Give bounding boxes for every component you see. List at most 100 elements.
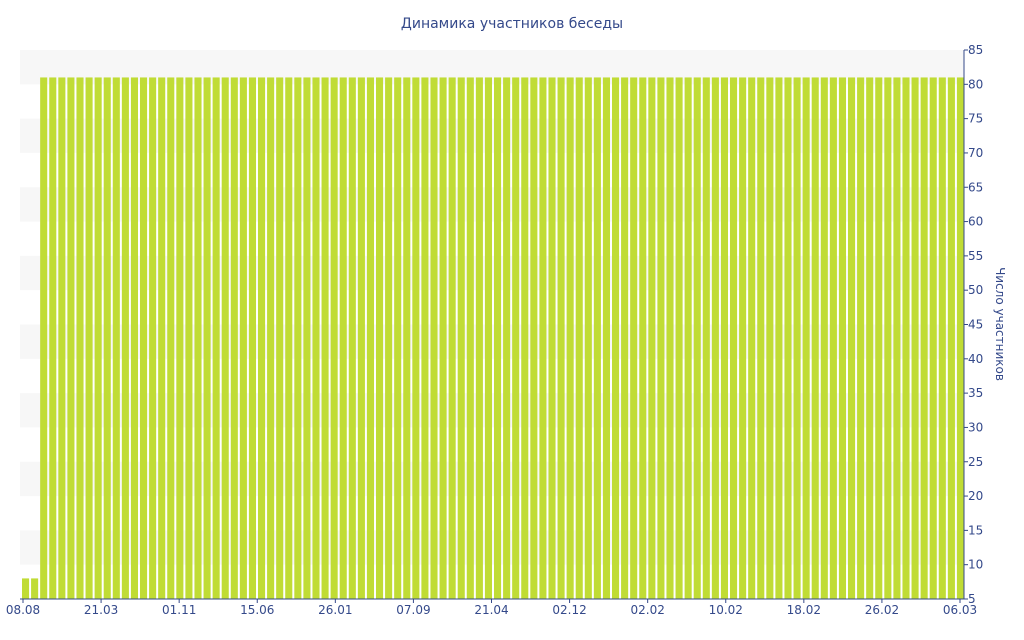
bar bbox=[103, 77, 111, 599]
y-tick-label: 80 bbox=[968, 77, 983, 91]
bar bbox=[448, 77, 456, 599]
bar bbox=[566, 77, 574, 599]
y-tick-label: 65 bbox=[968, 180, 983, 194]
bars-group bbox=[22, 77, 964, 599]
bar bbox=[711, 77, 719, 599]
x-tick-label: 26.02 bbox=[865, 603, 899, 617]
bar bbox=[40, 77, 48, 599]
bar bbox=[521, 77, 529, 599]
bar bbox=[875, 77, 883, 599]
bar bbox=[893, 77, 901, 599]
bar bbox=[76, 77, 84, 599]
bar bbox=[121, 77, 129, 599]
bar bbox=[357, 77, 365, 599]
bar bbox=[221, 77, 229, 599]
bar bbox=[484, 77, 492, 599]
y-tick-label: 25 bbox=[968, 455, 983, 469]
bar bbox=[811, 77, 819, 599]
bar bbox=[548, 77, 556, 599]
bar bbox=[475, 77, 483, 599]
bar bbox=[730, 77, 738, 599]
bar bbox=[31, 578, 39, 599]
bar bbox=[176, 77, 184, 599]
bar bbox=[376, 77, 384, 599]
bar bbox=[248, 77, 256, 599]
bar bbox=[775, 77, 783, 599]
y-tick-label: 55 bbox=[968, 249, 983, 263]
x-tick-label: 07.09 bbox=[396, 603, 430, 617]
bar bbox=[230, 77, 238, 599]
y-tick-label: 35 bbox=[968, 386, 983, 400]
bar bbox=[394, 77, 402, 599]
bar bbox=[884, 77, 892, 599]
bar bbox=[748, 77, 756, 599]
bar bbox=[657, 77, 665, 599]
bar bbox=[149, 77, 157, 599]
bar bbox=[947, 77, 955, 599]
y-tick-label: 60 bbox=[968, 215, 983, 229]
x-tick-label: 06.03 bbox=[943, 603, 977, 617]
bar bbox=[49, 77, 57, 599]
y-axis-title: Число участников bbox=[993, 267, 1007, 381]
bar bbox=[512, 77, 520, 599]
bar bbox=[648, 77, 656, 599]
bar bbox=[693, 77, 701, 599]
bar bbox=[838, 77, 846, 599]
bar bbox=[339, 77, 347, 599]
bar bbox=[421, 77, 429, 599]
bar bbox=[466, 77, 474, 599]
x-tick-label: 26.01 bbox=[318, 603, 352, 617]
bar bbox=[739, 77, 747, 599]
bar bbox=[130, 77, 138, 599]
bar bbox=[203, 77, 211, 599]
bar bbox=[403, 77, 411, 599]
y-tick-label: 45 bbox=[968, 318, 983, 332]
x-tick-label: 08.08 bbox=[6, 603, 40, 617]
bar bbox=[303, 77, 311, 599]
bar bbox=[929, 77, 937, 599]
bar bbox=[94, 77, 102, 599]
bar bbox=[829, 77, 837, 599]
y-tick-label: 30 bbox=[968, 420, 983, 434]
bar bbox=[793, 77, 801, 599]
bar bbox=[22, 578, 30, 599]
bar bbox=[684, 77, 692, 599]
x-tick-label: 02.12 bbox=[552, 603, 586, 617]
bar bbox=[956, 77, 964, 599]
bar bbox=[430, 77, 438, 599]
bar bbox=[757, 77, 765, 599]
y-tick-label: 85 bbox=[968, 43, 983, 57]
x-tick-label: 01.11 bbox=[162, 603, 196, 617]
y-tick-label: 15 bbox=[968, 523, 983, 537]
y-tick-label: 40 bbox=[968, 352, 983, 366]
bar bbox=[911, 77, 919, 599]
bar bbox=[848, 77, 856, 599]
x-tick-label: 15.06 bbox=[240, 603, 274, 617]
y-tick-label: 20 bbox=[968, 489, 983, 503]
x-tick-label: 10.02 bbox=[709, 603, 743, 617]
bar bbox=[530, 77, 538, 599]
bar bbox=[185, 77, 193, 599]
bar bbox=[666, 77, 674, 599]
y-tick-label: 10 bbox=[968, 558, 983, 572]
bar bbox=[321, 77, 329, 599]
bar bbox=[539, 77, 547, 599]
bar bbox=[267, 77, 275, 599]
bar bbox=[212, 77, 220, 599]
x-tick-label: 18.02 bbox=[787, 603, 821, 617]
bar bbox=[602, 77, 610, 599]
bar bbox=[866, 77, 874, 599]
bar bbox=[140, 77, 148, 599]
x-tick-label: 21.04 bbox=[474, 603, 508, 617]
bar bbox=[920, 77, 928, 599]
bar bbox=[784, 77, 792, 599]
bar bbox=[584, 77, 592, 599]
bar bbox=[312, 77, 320, 599]
bar bbox=[258, 77, 266, 599]
bar bbox=[285, 77, 293, 599]
bar bbox=[366, 77, 374, 599]
bar bbox=[457, 77, 465, 599]
bar bbox=[412, 77, 420, 599]
bar bbox=[720, 77, 728, 599]
bar bbox=[348, 77, 356, 599]
